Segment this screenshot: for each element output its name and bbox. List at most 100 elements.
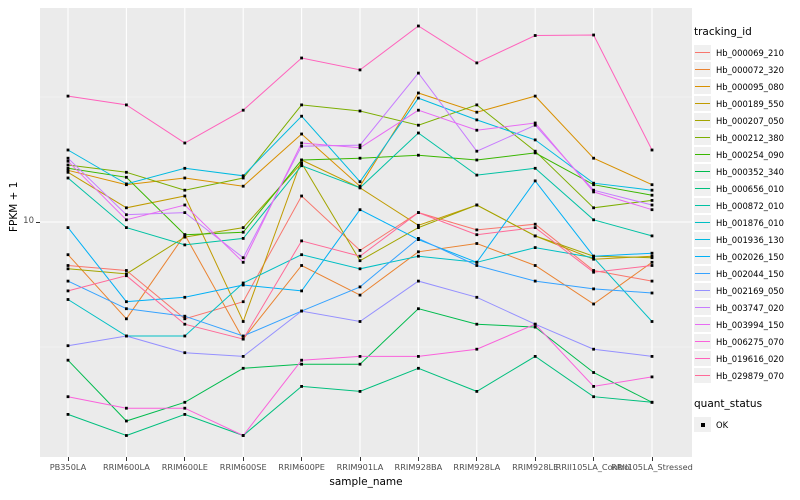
legend-item-Hb_002169_050: Hb_002169_050 bbox=[694, 282, 798, 299]
data-point bbox=[533, 234, 537, 238]
data-point bbox=[650, 148, 654, 152]
data-point bbox=[533, 166, 537, 170]
legend-key-swatch bbox=[694, 283, 711, 298]
legend: tracking_id Hb_000069_210 Hb_000072_320 Hb… bbox=[694, 26, 798, 433]
data-point bbox=[66, 279, 70, 283]
x-tick-mark bbox=[67, 457, 69, 461]
data-point bbox=[66, 159, 70, 163]
data-point bbox=[417, 131, 420, 135]
data-point bbox=[183, 141, 187, 145]
data-point bbox=[650, 264, 654, 267]
legend-key-swatch bbox=[694, 417, 711, 432]
data-point bbox=[650, 254, 654, 258]
data-point bbox=[183, 334, 187, 338]
legend-label: Hb_000352_340 bbox=[716, 166, 784, 177]
x-tick-label-RRIM600LE: RRIM600LE bbox=[161, 462, 208, 472]
data-point bbox=[300, 141, 303, 145]
data-point bbox=[592, 190, 595, 194]
data-point bbox=[125, 419, 128, 423]
data-point bbox=[241, 230, 245, 234]
legend-key-swatch bbox=[694, 62, 711, 77]
data-point bbox=[241, 260, 245, 264]
legend-key-line bbox=[695, 273, 710, 275]
legend-key-swatch bbox=[694, 198, 711, 213]
data-point bbox=[183, 194, 187, 198]
legend-key-line bbox=[695, 188, 710, 190]
legend-key-line bbox=[695, 239, 710, 241]
data-point bbox=[125, 434, 128, 437]
data-point bbox=[183, 406, 187, 410]
legend-label: Hb_001876_010 bbox=[716, 217, 784, 228]
data-point bbox=[592, 33, 595, 37]
legend-key-line bbox=[695, 256, 710, 258]
legend-key-line bbox=[695, 205, 710, 207]
legend-key-swatch bbox=[694, 164, 711, 179]
x-tick-label-RRII105LA_Control: RRII105LA_Control bbox=[555, 462, 632, 472]
data-point bbox=[300, 164, 303, 168]
data-point bbox=[66, 148, 70, 152]
legend-entries: Hb_000069_210 Hb_000072_320 Hb_000095_080 H… bbox=[694, 44, 798, 384]
x-tick-label-RRIM600SE: RRIM600SE bbox=[219, 462, 267, 472]
data-point bbox=[650, 188, 654, 192]
data-point bbox=[533, 121, 537, 125]
data-point bbox=[650, 256, 654, 260]
data-point bbox=[475, 118, 479, 122]
data-point bbox=[183, 188, 187, 192]
x-tick-label-RRIM600PE: RRIM600PE bbox=[278, 462, 325, 472]
x-tick-label-RRIM600LA: RRIM600LA bbox=[102, 462, 150, 472]
legend-item-Hb_029879_070: Hb_029879_070 bbox=[694, 367, 798, 384]
legend-item-Hb_001936_130: Hb_001936_130 bbox=[694, 231, 798, 248]
data-point bbox=[300, 194, 303, 198]
data-point bbox=[533, 226, 537, 229]
data-point bbox=[475, 264, 479, 267]
data-point bbox=[417, 71, 420, 75]
legend-title-tracking-id: tracking_id bbox=[694, 26, 752, 38]
legend-label: Hb_003994_150 bbox=[716, 319, 784, 330]
data-point bbox=[300, 264, 303, 267]
data-point bbox=[125, 182, 128, 186]
data-point bbox=[300, 161, 303, 165]
data-point bbox=[125, 274, 128, 278]
data-point bbox=[475, 347, 479, 351]
legend-item-Hb_006275_070: Hb_006275_070 bbox=[694, 333, 798, 350]
data-point bbox=[475, 128, 479, 132]
legend-key-swatch bbox=[694, 147, 711, 162]
legend-label: Hb_019616_020 bbox=[716, 353, 784, 364]
x-tick-mark bbox=[184, 457, 186, 461]
data-point bbox=[125, 334, 128, 338]
data-point bbox=[125, 213, 128, 217]
data-point bbox=[650, 203, 654, 207]
legend-label: Hb_000072_320 bbox=[716, 64, 784, 75]
data-point bbox=[592, 206, 595, 210]
legend-key-line bbox=[695, 358, 710, 360]
legend-key-line bbox=[695, 341, 710, 343]
legend-label: Hb_000189_550 bbox=[716, 98, 784, 109]
legend-key-swatch bbox=[694, 266, 711, 281]
data-point bbox=[650, 208, 654, 212]
data-point bbox=[358, 320, 362, 323]
plot-panel bbox=[40, 8, 692, 457]
data-point bbox=[241, 108, 245, 112]
data-point bbox=[300, 239, 303, 243]
data-point bbox=[66, 264, 70, 267]
legend-key-swatch bbox=[694, 181, 711, 196]
data-point bbox=[417, 223, 420, 227]
data-point bbox=[66, 253, 70, 257]
legend-label: Hb_000095_080 bbox=[716, 81, 784, 92]
x-tick-mark bbox=[534, 457, 536, 461]
legend-item-Hb_000656_010: Hb_000656_010 bbox=[694, 180, 798, 197]
data-point bbox=[183, 295, 187, 299]
data-point bbox=[592, 188, 595, 192]
legend-key-swatch bbox=[694, 317, 711, 332]
data-point bbox=[125, 226, 128, 229]
data-point bbox=[241, 283, 245, 287]
data-point bbox=[650, 234, 654, 238]
data-point bbox=[358, 249, 362, 252]
data-point bbox=[417, 237, 420, 240]
data-point bbox=[533, 264, 537, 267]
data-point bbox=[417, 96, 420, 100]
data-point bbox=[533, 138, 537, 142]
data-point bbox=[475, 228, 479, 232]
data-point bbox=[183, 235, 187, 239]
legend-item-Hb_003994_150: Hb_003994_150 bbox=[694, 316, 798, 333]
